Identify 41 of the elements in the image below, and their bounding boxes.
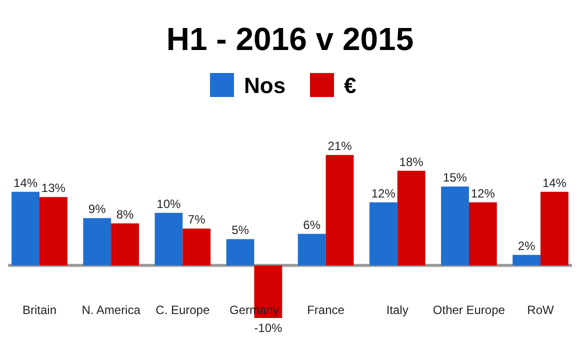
data-label: 10% — [156, 196, 182, 211]
bar — [369, 202, 398, 266]
data-label: 14% — [542, 176, 567, 190]
data-label: 18% — [399, 154, 424, 169]
bar — [83, 218, 112, 266]
data-label: 12% — [371, 186, 396, 200]
data-label: -10% — [254, 321, 283, 335]
data-label: 6% — [303, 218, 321, 232]
bar — [512, 254, 541, 266]
x-tick-label: N. America — [82, 303, 141, 317]
data-label: 7% — [188, 212, 206, 227]
data-label: 8% — [116, 207, 134, 222]
data-label: 13% — [41, 181, 66, 196]
bar — [182, 228, 211, 266]
chart-title: H1 - 2016 v 2015 — [166, 21, 414, 57]
bar — [397, 170, 426, 266]
x-tick-label: Other Europe — [432, 303, 506, 317]
bar — [298, 234, 326, 266]
data-label: 21% — [328, 139, 352, 153]
x-tick-label: RoW — [527, 303, 555, 317]
data-label: 5% — [232, 223, 250, 238]
bar — [441, 186, 469, 266]
data-label: 15% — [442, 170, 468, 185]
bar — [154, 212, 183, 266]
bar — [111, 223, 139, 266]
bar — [12, 192, 40, 266]
x-tick-label: Britain — [22, 303, 56, 317]
legend-label: Nos — [244, 73, 286, 98]
bar — [540, 192, 568, 266]
data-label: 2% — [518, 238, 536, 253]
data-label: 12% — [470, 186, 496, 200]
x-tick-label: C. Europe — [156, 303, 210, 317]
x-tick-label: France — [307, 303, 345, 317]
bar — [226, 239, 254, 266]
bar — [468, 202, 497, 266]
x-tick-label: Italy — [386, 303, 408, 317]
data-label: 14% — [14, 176, 38, 190]
legend-label: € — [344, 73, 356, 98]
data-label: 9% — [88, 202, 106, 216]
bar — [39, 197, 68, 266]
bar — [326, 155, 354, 266]
